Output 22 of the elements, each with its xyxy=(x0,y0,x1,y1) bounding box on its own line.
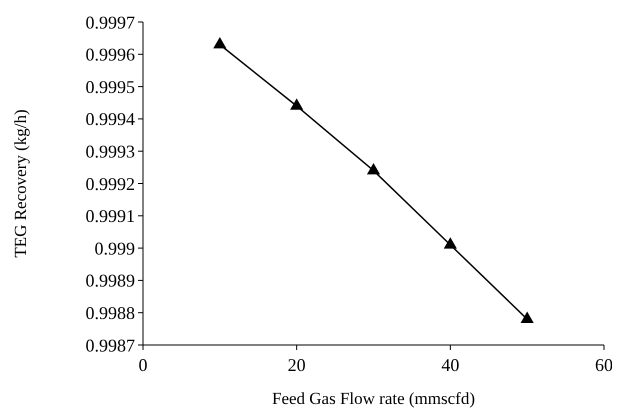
point xyxy=(444,237,457,249)
x-tick-label: 60 xyxy=(595,355,613,375)
y-tick-label: 0.9987 xyxy=(86,335,135,356)
y-tick-label: 0.9992 xyxy=(86,174,135,194)
x-tick-label: 20 xyxy=(288,355,306,375)
y-tick-label: 0.9997 xyxy=(86,12,135,32)
y-tick-label: 0.9995 xyxy=(86,76,135,97)
y-tick-label: 0.9988 xyxy=(86,303,135,323)
point xyxy=(290,98,304,110)
y-tick-label: 0.9993 xyxy=(86,142,135,162)
point xyxy=(520,312,534,323)
y-tick-label: 0.9996 xyxy=(86,44,135,65)
point xyxy=(213,37,226,48)
y-tick-label: 0.9991 xyxy=(86,206,135,226)
x-tick-label: 40 xyxy=(441,355,460,375)
y-tick-label: 0.9989 xyxy=(86,270,135,291)
point xyxy=(366,162,380,174)
y-tick-label: 0.999 xyxy=(94,238,135,258)
x-tick-label: 0 xyxy=(138,355,148,375)
y-tick-label: 0.9994 xyxy=(86,109,135,130)
x-axis-title: Feed Gas Flow rate (mmscfd) xyxy=(272,389,476,408)
y-axis-title: TEG Recovery (kg/h) xyxy=(11,109,30,258)
